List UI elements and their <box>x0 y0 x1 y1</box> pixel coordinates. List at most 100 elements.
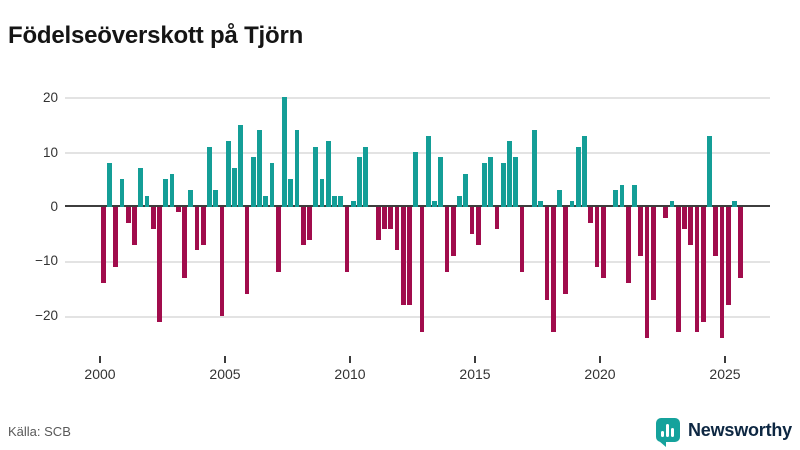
bar-2016-q2 <box>507 141 512 207</box>
bar-2000-q4 <box>119 179 125 207</box>
bar-2010-q3 <box>363 146 369 207</box>
bar-2017-q2 <box>532 130 537 207</box>
newsworthy-logo: Newsworthy <box>655 418 792 447</box>
gridline-20 <box>65 97 770 99</box>
bar-2014-q3 <box>463 173 469 207</box>
bar-2024-q4 <box>719 206 725 338</box>
bar-2009-q4 <box>344 206 350 273</box>
bar-2003-q3 <box>188 190 194 207</box>
bar-2006-q3 <box>263 195 269 207</box>
x-tick-mark <box>99 356 101 363</box>
bar-2009-q1 <box>325 141 331 207</box>
bar-2000-q2 <box>107 162 112 207</box>
bar-2000-q3 <box>113 206 119 267</box>
bar-2002-q3 <box>163 179 169 207</box>
bar-2012-q3 <box>413 152 419 207</box>
bar-2005-q4 <box>244 206 250 295</box>
bar-2001-q3 <box>138 168 144 207</box>
x-tick-label: 2020 <box>584 366 616 382</box>
bar-2003-q2 <box>182 206 187 278</box>
newsworthy-bar-chart-icon <box>655 418 680 447</box>
bar-2002-q1 <box>150 206 156 229</box>
bar-2018-q1 <box>550 206 556 333</box>
x-tick-label: 2025 <box>709 366 741 382</box>
bar-2008-q1 <box>300 206 306 245</box>
bar-2005-q2 <box>232 168 237 207</box>
y-tick-label: −20 <box>35 308 58 323</box>
bar-2014-q1 <box>450 206 456 256</box>
bar-2015-q1 <box>475 206 481 245</box>
bar-2013-q3 <box>438 157 444 207</box>
bar-2017-q3 <box>538 201 544 207</box>
x-tick-label: 2005 <box>209 366 241 382</box>
bar-2015-q4 <box>494 206 500 229</box>
bar-2013-q4 <box>444 206 450 273</box>
x-tick-label: 2015 <box>459 366 491 382</box>
y-tick-label: −10 <box>35 253 58 268</box>
bar-2000-q1 <box>100 206 106 284</box>
bar-2001-q2 <box>132 206 137 245</box>
gridline-minus-10 <box>65 261 770 263</box>
bar-2006-q1 <box>250 157 256 207</box>
bar-2015-q2 <box>482 162 487 207</box>
bar-2011-q2 <box>382 206 387 229</box>
y-tick-label: 10 <box>42 145 58 160</box>
bar-2020-q1 <box>600 206 606 278</box>
bar-2008-q3 <box>313 146 319 207</box>
bar-2012-q1 <box>400 206 406 306</box>
bar-2010-q2 <box>357 157 362 207</box>
bar-2006-q4 <box>269 162 275 207</box>
x-tick-mark <box>349 356 351 363</box>
bar-2022-q3 <box>663 206 669 218</box>
bar-2007-q1 <box>275 206 281 273</box>
bar-2013-q1 <box>425 135 431 207</box>
gridline-minus-20 <box>65 316 770 318</box>
bar-2009-q2 <box>332 195 337 207</box>
bar-2021-q2 <box>632 184 637 207</box>
bar-2006-q2 <box>257 130 262 207</box>
bar-2005-q3 <box>238 124 244 207</box>
bar-2002-q4 <box>169 173 175 207</box>
x-tick-mark <box>724 356 726 363</box>
bar-2014-q4 <box>469 206 475 235</box>
bar-2022-q4 <box>669 201 675 207</box>
bar-2004-q4 <box>219 206 225 317</box>
newsworthy-wordmark: Newsworthy <box>687 419 792 440</box>
bar-2013-q2 <box>432 201 437 207</box>
bar-2024-q2 <box>707 135 712 207</box>
bar-2004-q1 <box>200 206 206 245</box>
bar-2018-q2 <box>557 190 562 207</box>
bar-2008-q2 <box>307 206 312 240</box>
bar-2004-q2 <box>207 146 212 207</box>
bar-2012-q2 <box>407 206 412 306</box>
bar-2002-q2 <box>157 206 162 322</box>
x-tick-label: 2010 <box>334 366 366 382</box>
bar-2007-q2 <box>282 97 287 207</box>
y-tick-label: 20 <box>42 90 58 105</box>
source-attribution: Källa: SCB <box>8 424 71 439</box>
bar-2020-q3 <box>613 190 619 207</box>
bar-2021-q1 <box>625 206 631 284</box>
bar-2016-q4 <box>519 206 525 273</box>
bar-2003-q1 <box>175 206 181 213</box>
bar-2007-q4 <box>294 130 300 207</box>
bar-2017-q4 <box>544 206 550 300</box>
bar-2012-q4 <box>419 206 425 333</box>
x-tick-label: 2000 <box>84 366 116 382</box>
bar-2001-q1 <box>125 206 131 224</box>
bar-2023-q4 <box>694 206 700 333</box>
y-tick-label: 0 <box>50 199 58 214</box>
bar-2011-q4 <box>394 206 400 251</box>
page-title: Födelseöverskott på Tjörn <box>8 22 304 50</box>
bar-2005-q1 <box>225 141 231 207</box>
bar-2022-q1 <box>650 206 656 300</box>
bar-2004-q3 <box>213 190 219 207</box>
bar-2009-q3 <box>338 195 344 207</box>
bar-2025-q3 <box>738 206 744 278</box>
bar-2011-q1 <box>375 206 381 240</box>
bar-2019-q4 <box>594 206 600 267</box>
bar-2010-q1 <box>350 201 356 207</box>
x-tick-mark <box>474 356 476 363</box>
bar-2016-q1 <box>500 162 506 207</box>
x-tick-mark <box>224 356 226 363</box>
